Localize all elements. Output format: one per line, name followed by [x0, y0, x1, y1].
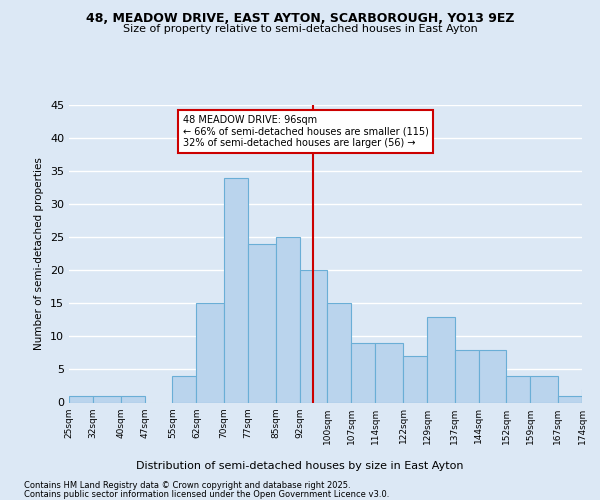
Text: Distribution of semi-detached houses by size in East Ayton: Distribution of semi-detached houses by …	[136, 461, 464, 471]
Text: Contains public sector information licensed under the Open Government Licence v3: Contains public sector information licen…	[24, 490, 389, 499]
Bar	[275, 237, 299, 402]
Bar	[172, 376, 196, 402]
Bar	[248, 244, 275, 402]
Text: 48 MEADOW DRIVE: 96sqm
← 66% of semi-detached houses are smaller (115)
32% of se: 48 MEADOW DRIVE: 96sqm ← 66% of semi-det…	[182, 115, 428, 148]
Bar	[69, 396, 93, 402]
Bar	[352, 343, 376, 402]
Bar	[403, 356, 427, 403]
Text: Contains HM Land Registry data © Crown copyright and database right 2025.: Contains HM Land Registry data © Crown c…	[24, 481, 350, 490]
Text: 48, MEADOW DRIVE, EAST AYTON, SCARBOROUGH, YO13 9EZ: 48, MEADOW DRIVE, EAST AYTON, SCARBOROUG…	[86, 12, 514, 26]
Bar	[93, 396, 121, 402]
Bar	[455, 350, 479, 403]
Bar	[121, 396, 145, 402]
Bar	[530, 376, 558, 402]
Text: Size of property relative to semi-detached houses in East Ayton: Size of property relative to semi-detach…	[122, 24, 478, 34]
Bar	[479, 350, 506, 403]
Bar	[427, 316, 455, 402]
Bar	[196, 304, 224, 402]
Bar	[224, 178, 248, 402]
Y-axis label: Number of semi-detached properties: Number of semi-detached properties	[34, 158, 44, 350]
Bar	[558, 396, 582, 402]
Bar	[376, 343, 403, 402]
Bar	[299, 270, 327, 402]
Bar	[506, 376, 530, 402]
Bar	[327, 304, 352, 402]
Bar	[582, 390, 600, 402]
